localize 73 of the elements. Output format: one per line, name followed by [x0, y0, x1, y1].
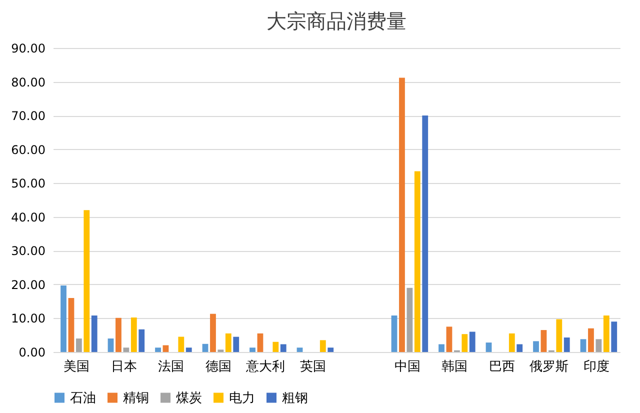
bar	[123, 348, 130, 352]
bar	[233, 336, 240, 352]
bar	[446, 326, 452, 352]
bar	[611, 322, 618, 352]
bar	[272, 342, 279, 352]
y-tick-label: 30.00	[11, 244, 46, 258]
y-tick-label: 10.00	[11, 312, 46, 326]
legend-label: 电力	[229, 390, 255, 406]
legend-label: 粗钢	[282, 390, 308, 406]
bar	[162, 345, 169, 352]
legend-label: 精铜	[123, 390, 149, 406]
bar	[84, 210, 90, 352]
bar	[91, 316, 98, 352]
y-tick-label: 50.00	[11, 176, 46, 191]
bar	[60, 285, 66, 352]
bar	[399, 78, 405, 352]
bar	[391, 316, 398, 352]
y-tick-label: 0.00	[18, 346, 46, 360]
bar	[186, 348, 192, 352]
x-tick-label: 韩国	[442, 360, 468, 374]
bar	[438, 344, 444, 352]
bar	[414, 171, 420, 352]
bar	[280, 344, 286, 352]
y-tick-label: 40.00	[11, 210, 46, 224]
y-tick-label: 60.00	[11, 142, 46, 157]
bar	[68, 298, 74, 352]
bar	[564, 337, 570, 352]
bar	[406, 288, 413, 352]
bar	[556, 319, 562, 352]
bar	[116, 318, 122, 352]
bar	[320, 340, 326, 352]
bar	[596, 339, 602, 352]
x-tick-label: 日本	[110, 360, 137, 374]
bar	[108, 338, 114, 352]
bar	[516, 344, 523, 352]
bar	[210, 314, 216, 352]
bar	[462, 334, 468, 352]
bar	[138, 329, 145, 352]
y-tick-label: 70.00	[11, 109, 46, 124]
y-tick-label: 90.00	[11, 42, 46, 56]
y-tick-label: 20.00	[11, 278, 46, 292]
chart-title: 大宗商品消费量	[266, 9, 406, 33]
x-tick-label: 巴西	[488, 360, 515, 374]
y-tick-label: 80.00	[11, 75, 46, 90]
bar	[178, 336, 184, 352]
x-tick-label: 俄罗斯	[530, 360, 569, 374]
bar	[540, 330, 547, 352]
bar	[580, 339, 586, 352]
bar	[533, 341, 539, 352]
bar	[155, 348, 161, 352]
bar	[588, 328, 594, 352]
bar	[328, 348, 334, 352]
bar	[257, 333, 264, 352]
bar	[225, 333, 232, 352]
x-tick-label: 印度	[583, 358, 610, 374]
x-tick-label: 意大利	[245, 360, 286, 374]
bar	[76, 338, 82, 352]
bar	[202, 344, 208, 352]
legend-label: 石油	[70, 390, 96, 406]
bar	[508, 333, 515, 352]
bar	[486, 342, 492, 352]
bar	[250, 348, 256, 352]
bar	[603, 316, 610, 352]
bar	[469, 332, 476, 352]
x-tick-label: 德国	[205, 360, 232, 374]
x-tick-label: 法国	[158, 360, 184, 374]
x-tick-label: 英国	[300, 360, 326, 374]
bar	[130, 318, 137, 352]
bar	[296, 348, 303, 352]
legend-label: 煤炭	[176, 390, 202, 406]
x-tick-label: 中国	[394, 360, 420, 374]
bar	[422, 116, 428, 352]
x-tick-label: 美国	[64, 358, 90, 374]
